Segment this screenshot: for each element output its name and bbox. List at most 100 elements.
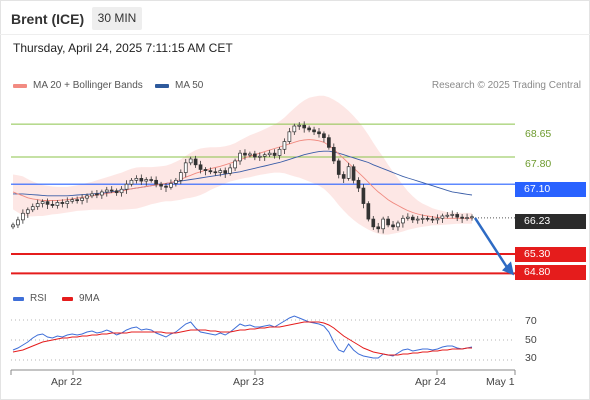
candle-up	[144, 179, 149, 182]
candle-down	[327, 137, 331, 148]
candle-down	[336, 160, 341, 175]
candle-up	[267, 152, 272, 156]
candle-down	[50, 203, 55, 206]
legend-ma20: MA 20 + Bollinger Bands	[13, 80, 143, 91]
legend-rsi-ma: 9MA	[62, 293, 100, 304]
timeframe-badge[interactable]: 30 MIN	[92, 7, 142, 30]
candle-down	[371, 218, 376, 228]
rsi-swatch	[13, 296, 24, 301]
candle-down	[198, 164, 203, 170]
candle-up	[401, 217, 405, 224]
candle-down	[391, 224, 395, 228]
header-divider	[0, 34, 590, 35]
candle-down	[312, 129, 316, 133]
bollinger-band	[13, 95, 472, 235]
candle-up	[465, 217, 469, 219]
legend-rsi-ma-label: 9MA	[79, 293, 100, 304]
candle-up	[406, 216, 410, 219]
candle-up	[228, 167, 232, 174]
candle-down	[213, 171, 218, 174]
candle-down	[455, 214, 460, 218]
candle-up	[16, 219, 20, 226]
candle-up	[25, 209, 30, 214]
level-r2-label: 68.65	[525, 128, 552, 140]
ma50-line	[13, 150, 473, 197]
legend-ma50-label: MA 50	[175, 80, 204, 91]
candle-up	[85, 195, 89, 199]
candle-up	[445, 214, 450, 217]
candle-up	[174, 179, 178, 184]
candle-up	[470, 216, 474, 219]
candle-down	[193, 158, 198, 166]
instrument-title: Brent (ICE)	[11, 11, 85, 27]
candle-down	[253, 153, 257, 158]
candle-down	[351, 166, 356, 181]
support2-badge: 64.80	[515, 265, 586, 280]
rsi-tick-30: 30	[525, 352, 537, 364]
candle-up	[21, 212, 25, 221]
candle-up	[11, 224, 15, 228]
candle-up	[238, 152, 242, 162]
candle-down	[95, 193, 99, 196]
ma20-line	[12, 139, 472, 219]
x-tick-apr23: Apr 23	[233, 376, 264, 388]
candle-up	[100, 191, 104, 196]
candle-up	[65, 200, 70, 204]
candle-up	[233, 160, 237, 169]
candle-down	[322, 133, 326, 139]
candle-down	[307, 127, 311, 131]
candle-down	[366, 203, 371, 220]
candle-up	[169, 183, 173, 188]
pivot-badge: 67.10	[515, 182, 586, 197]
candle-down	[302, 124, 307, 129]
candle-up	[292, 125, 297, 133]
candle-up	[80, 197, 84, 201]
candle-down	[159, 183, 163, 187]
candle-up	[450, 214, 455, 216]
candle-up	[30, 206, 35, 211]
candle-down	[45, 201, 50, 205]
candle-up	[178, 172, 183, 181]
x-tick-apr22: Apr 22	[51, 376, 82, 388]
candle-down	[356, 179, 361, 189]
candle-down	[430, 218, 435, 221]
candle-up	[277, 148, 282, 156]
candle-up	[282, 141, 287, 150]
candle-up	[124, 183, 129, 190]
rsi-tick-50: 50	[525, 334, 537, 346]
candle-down	[460, 216, 464, 219]
candle-up	[440, 215, 445, 219]
candle-up	[435, 217, 440, 221]
candle-down	[410, 216, 415, 221]
legend-ma20-label: MA 20 + Bollinger Bands	[33, 80, 143, 91]
legend-rsi-label: RSI	[30, 293, 47, 304]
candle-up	[257, 155, 262, 158]
rsi-ma-line	[12, 321, 472, 356]
candle-up	[40, 201, 45, 204]
candle-up	[35, 203, 40, 208]
candle-down	[139, 178, 144, 182]
candle-up	[188, 158, 193, 164]
timestamp: Thursday, April 24, 2025 7:11:15 AM CET	[13, 41, 233, 55]
candle-down	[317, 131, 321, 135]
candle-down	[75, 199, 79, 202]
candle-down	[149, 179, 154, 181]
support1-badge: 65.30	[515, 247, 586, 262]
legend-ma50: MA 50	[155, 80, 203, 91]
level-r1-label: 67.80	[525, 158, 552, 170]
last-price-badge: 66.23	[515, 214, 586, 229]
candle-down	[114, 190, 119, 194]
ma50-swatch	[155, 83, 169, 88]
candle-up	[90, 193, 94, 197]
x-tick-may1: May 1	[486, 376, 515, 388]
candle-down	[223, 170, 228, 174]
rsi-line	[12, 315, 473, 359]
candle-down	[208, 170, 213, 173]
candle-down	[154, 179, 158, 185]
candle-up	[346, 166, 351, 179]
ma20-swatch	[13, 83, 27, 88]
legend-rsi: RSI	[13, 293, 47, 304]
candle-down	[341, 174, 346, 179]
candle-down	[386, 218, 390, 226]
